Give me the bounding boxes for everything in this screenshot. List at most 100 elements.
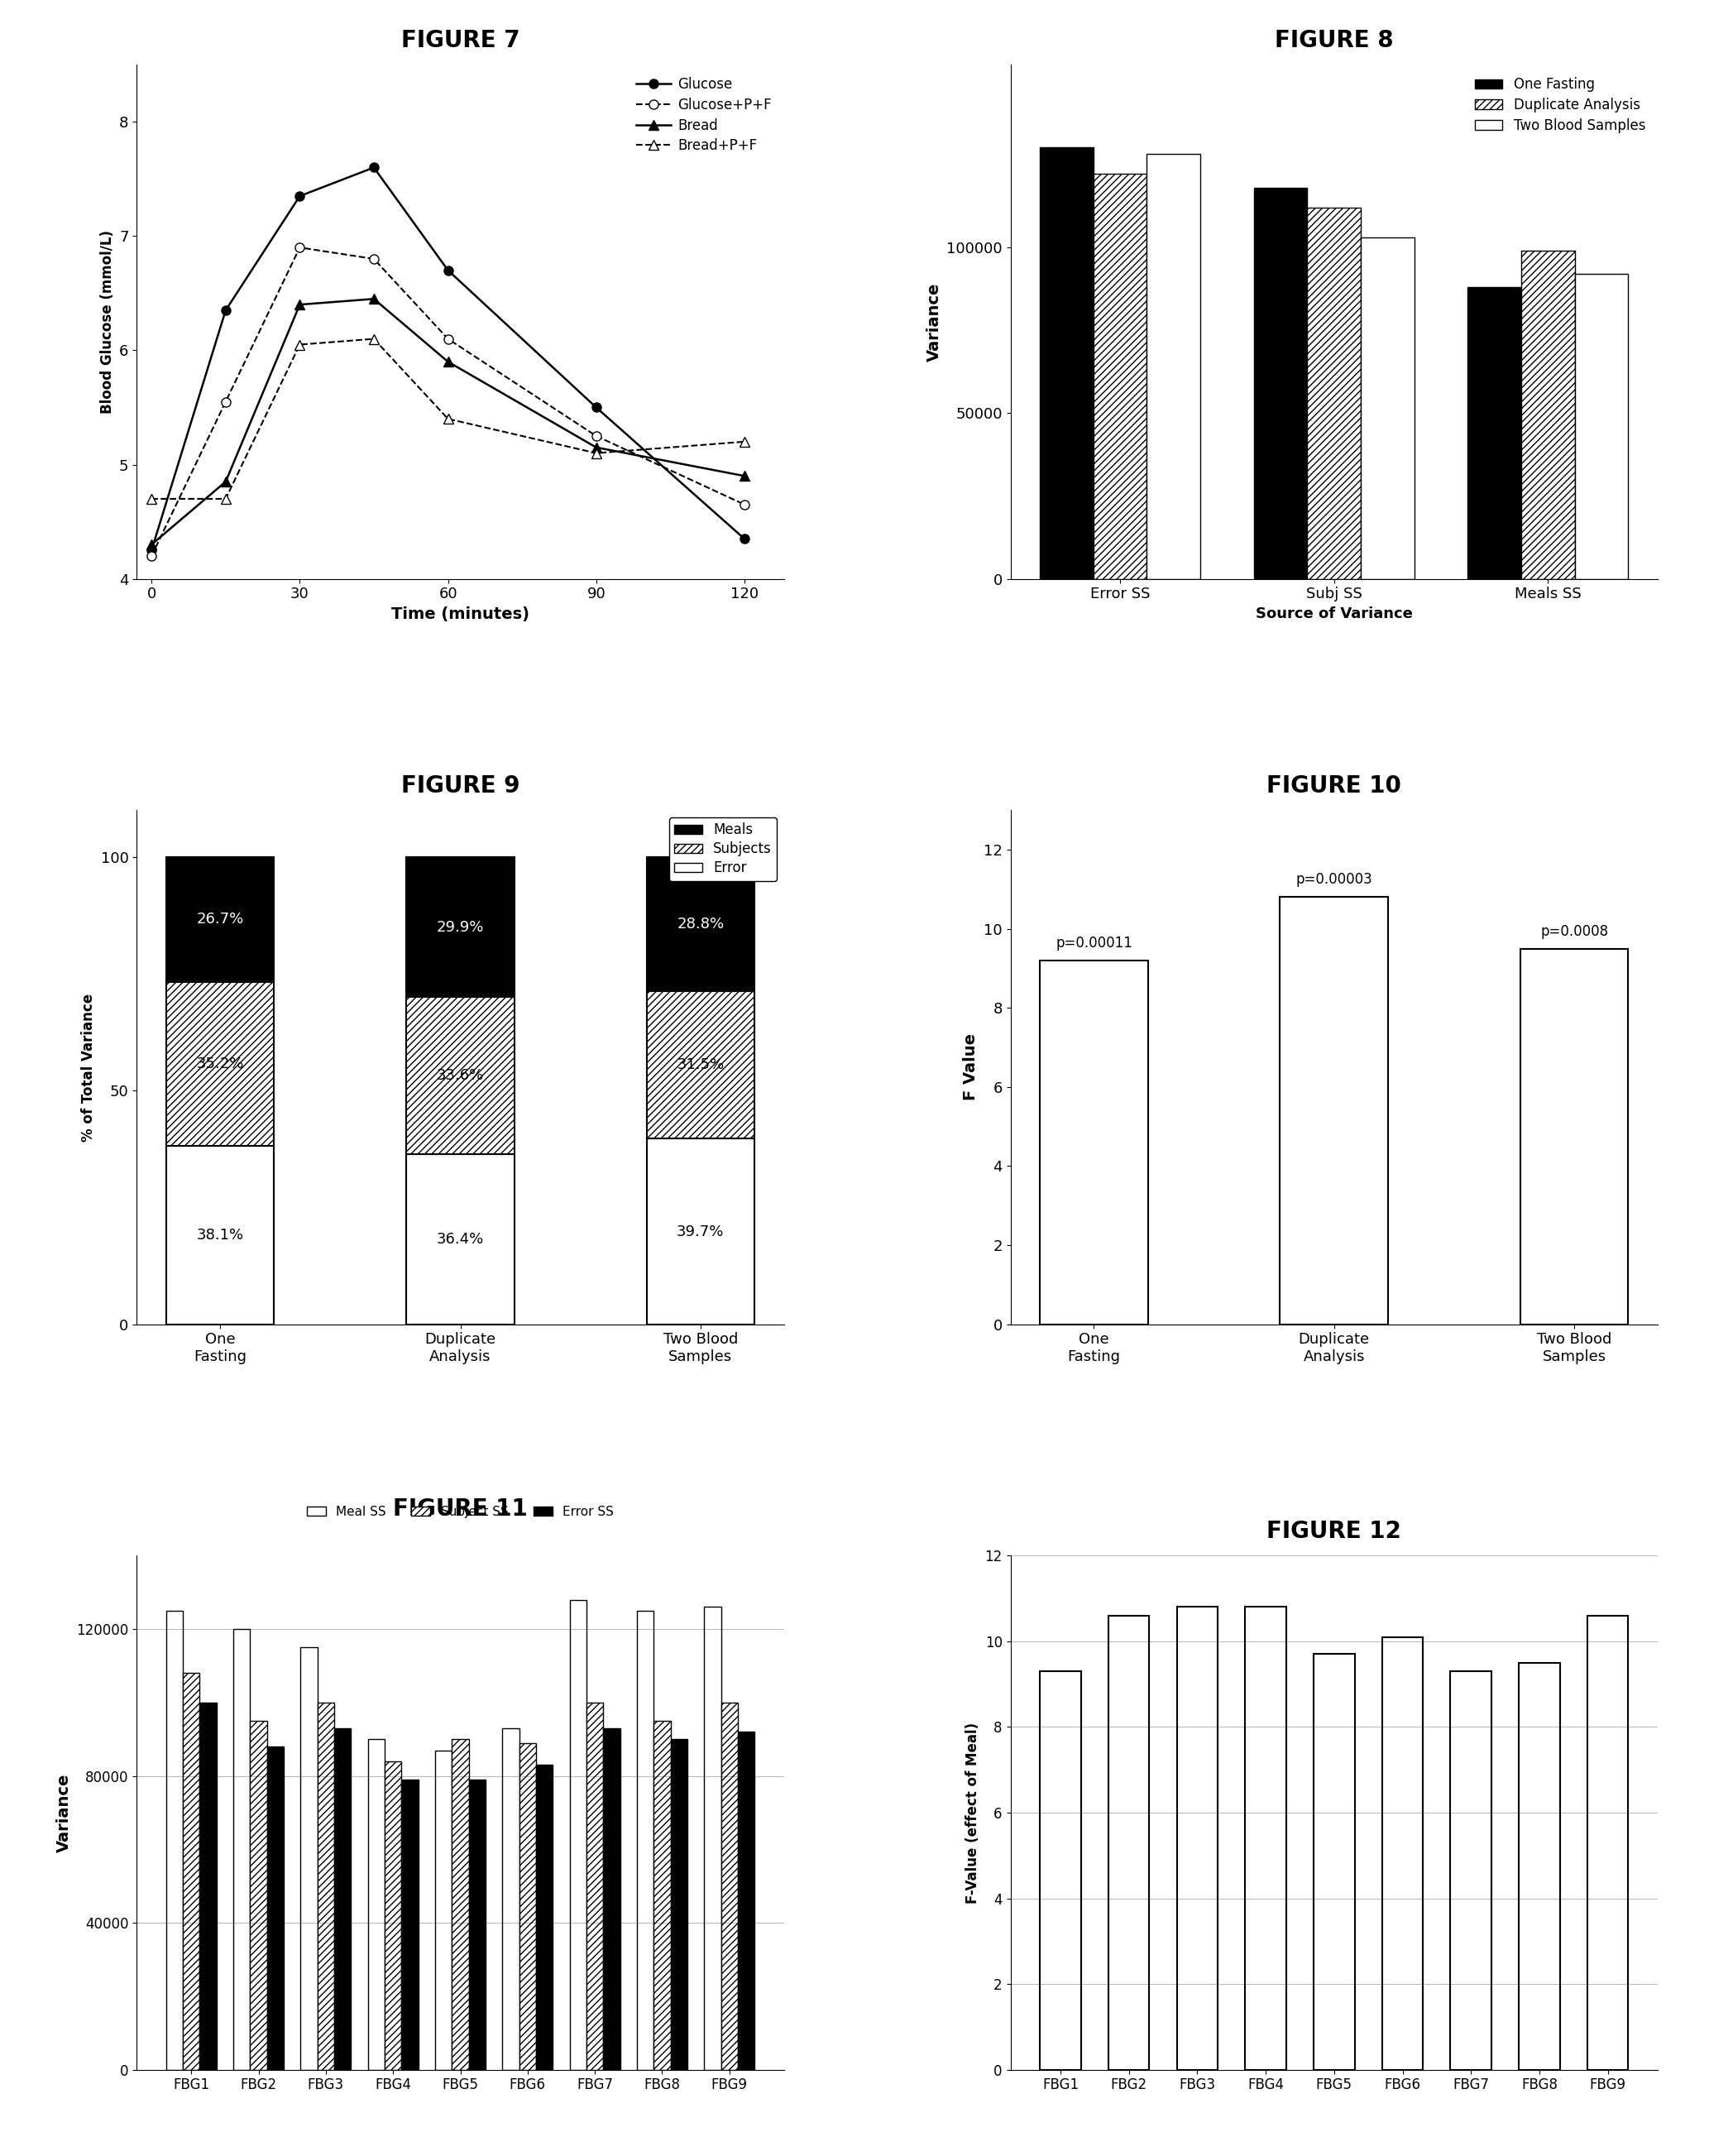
Glucose <box>586 395 607 420</box>
Glucose <box>364 155 385 181</box>
Bar <box>318 1703 335 2070</box>
Legend: Meals, Subjects, Error: Meals, Subjects, Error <box>668 817 778 882</box>
Line: Bread: Bread <box>147 295 749 550</box>
Text: 28.8%: 28.8% <box>677 916 725 931</box>
Glucose+P+F <box>735 492 755 517</box>
Text: 36.4%: 36.4% <box>438 1231 484 1246</box>
Bar <box>1383 1636 1424 2070</box>
Bar <box>1039 959 1148 1324</box>
Bar <box>502 1729 520 2070</box>
Bread+P+F <box>364 326 385 351</box>
Bar <box>1521 250 1574 578</box>
Bar <box>335 1729 350 2070</box>
Bar <box>468 1779 485 2070</box>
Title: FIGURE 8: FIGURE 8 <box>1275 30 1393 52</box>
Bread <box>586 436 607 461</box>
Line: Glucose+P+F: Glucose+P+F <box>147 244 749 561</box>
Text: p=0.00011: p=0.00011 <box>1056 936 1133 951</box>
Glucose+P+F <box>438 326 458 351</box>
Line: Glucose: Glucose <box>147 164 749 554</box>
Bar <box>670 1740 687 2070</box>
Y-axis label: Blood Glucose (mmol/L): Blood Glucose (mmol/L) <box>99 231 115 414</box>
Bread+P+F <box>438 405 458 431</box>
Bread+P+F <box>586 440 607 466</box>
Bread+P+F <box>289 332 309 358</box>
Bar <box>183 1673 200 2070</box>
Bar <box>637 1611 653 2070</box>
Glucose+P+F <box>289 235 309 261</box>
Y-axis label: % of Total Variance: % of Total Variance <box>80 994 96 1141</box>
Bar <box>1521 949 1629 1324</box>
Glucose+P+F <box>586 423 607 448</box>
Bar <box>234 1630 250 2070</box>
Bar <box>402 1779 419 2070</box>
Bar <box>646 1138 755 1324</box>
Text: 26.7%: 26.7% <box>197 912 244 927</box>
Bar <box>1280 897 1388 1324</box>
Bar <box>1094 175 1147 578</box>
Bar <box>407 1153 514 1324</box>
Bread <box>438 349 458 375</box>
Bar <box>646 992 755 1138</box>
Glucose <box>142 537 162 563</box>
Glucose <box>735 526 755 552</box>
Legend: Glucose, Glucose+P+F, Bread, Bread+P+F: Glucose, Glucose+P+F, Bread, Bread+P+F <box>631 71 778 160</box>
Bar <box>436 1751 451 2070</box>
Bar <box>1039 147 1094 578</box>
Bar <box>301 1647 318 2070</box>
Bar <box>1178 1606 1219 2070</box>
Y-axis label: F Value: F Value <box>964 1033 979 1102</box>
Bread+P+F <box>142 485 162 511</box>
Bread+P+F <box>735 429 755 455</box>
Bar <box>520 1742 537 2070</box>
Bar <box>1246 1606 1287 2070</box>
Legend: Meal SS, Subject SS, Error SS: Meal SS, Subject SS, Error SS <box>302 1501 619 1522</box>
Title: FIGURE 10: FIGURE 10 <box>1266 774 1401 798</box>
Bar <box>451 1740 468 2070</box>
Bread <box>142 533 162 558</box>
Bar <box>537 1766 552 2070</box>
Y-axis label: Variance: Variance <box>56 1772 72 1852</box>
Bar <box>721 1703 738 2070</box>
Bread <box>289 291 309 317</box>
Text: 39.7%: 39.7% <box>677 1225 725 1240</box>
Glucose <box>215 298 236 323</box>
Text: 29.9%: 29.9% <box>436 921 484 936</box>
Bar <box>166 1611 183 2070</box>
Bar <box>385 1761 402 2070</box>
Bar <box>569 1600 586 2070</box>
X-axis label: Source of Variance: Source of Variance <box>1256 606 1413 621</box>
Bar <box>166 1147 273 1324</box>
Bar <box>200 1703 217 2070</box>
Bar <box>1147 155 1200 578</box>
Bar <box>1588 1615 1629 2070</box>
Text: 33.6%: 33.6% <box>438 1067 484 1082</box>
Bar <box>1307 207 1360 578</box>
Bread <box>735 464 755 489</box>
Bread <box>364 287 385 313</box>
Bar <box>1468 287 1521 578</box>
Bar <box>704 1606 721 2070</box>
Glucose+P+F <box>215 388 236 414</box>
Bar <box>367 1740 385 2070</box>
Bar <box>1109 1615 1150 2070</box>
Text: 31.5%: 31.5% <box>677 1059 725 1072</box>
Text: p=0.0008: p=0.0008 <box>1540 923 1608 938</box>
Bar <box>1574 274 1629 578</box>
Bar <box>586 1703 603 2070</box>
Bar <box>653 1720 670 2070</box>
Text: 35.2%: 35.2% <box>197 1056 244 1072</box>
Bar <box>1039 1671 1082 2070</box>
Bar <box>250 1720 267 2070</box>
Bar <box>646 856 755 992</box>
Glucose <box>438 257 458 282</box>
Line: Bread+P+F: Bread+P+F <box>147 334 749 502</box>
Glucose+P+F <box>364 246 385 272</box>
Bread <box>215 468 236 494</box>
Title: FIGURE 11: FIGURE 11 <box>393 1496 528 1520</box>
Bar <box>166 981 273 1147</box>
Title: FIGURE 9: FIGURE 9 <box>402 774 520 798</box>
Y-axis label: F-Value (effect of Meal): F-Value (effect of Meal) <box>966 1723 981 1904</box>
Text: p=0.00003: p=0.00003 <box>1295 873 1372 888</box>
Bar <box>166 856 273 981</box>
